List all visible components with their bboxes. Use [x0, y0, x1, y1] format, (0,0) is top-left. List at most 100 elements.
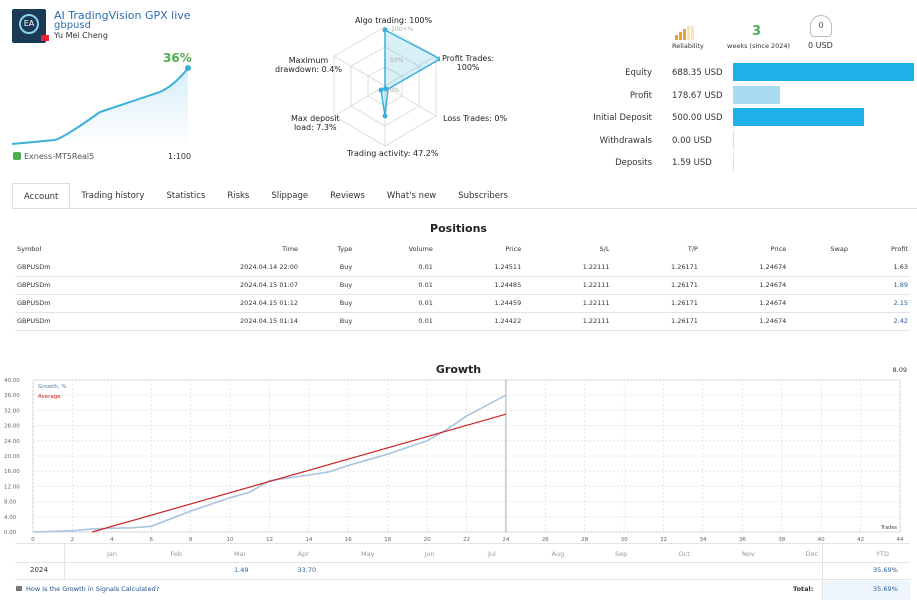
table-cell: 1.22111 — [582, 317, 610, 325]
column-header[interactable]: Price — [770, 245, 787, 253]
x-tick-label: 22 — [463, 537, 470, 543]
subscribers-usd: 0 USD — [808, 41, 833, 50]
table-cell: 0.01 — [418, 317, 433, 325]
column-header[interactable]: T/P — [687, 245, 698, 253]
y-tick-label: 16.00 — [4, 469, 20, 475]
table-cell: 1.22111 — [582, 262, 610, 271]
radar-scale-100: 100+% — [391, 26, 414, 33]
summary-bar — [733, 130, 734, 149]
x-tick-label: 24 — [502, 537, 509, 543]
table-row: GBPUSDm 2024.04.15 01:07 Buy 0.01 1.24485 1.2… — [15, 276, 910, 294]
summary-bar — [733, 85, 781, 104]
summary-label: Profit — [629, 90, 652, 101]
table-cell: Buy — [339, 262, 353, 271]
month-header: Dec — [805, 550, 819, 558]
summary-value: 500.00 USD — [672, 113, 723, 123]
tab-slippage[interactable]: Slippage — [271, 191, 309, 201]
table-cell: 1.24459 — [494, 299, 522, 307]
x-tick-label: 4 — [110, 537, 114, 543]
tab-trading-history[interactable]: Trading history — [81, 191, 145, 201]
column-header[interactable]: Profit — [891, 245, 908, 253]
subscribers-icon: 0 — [810, 15, 832, 37]
signal-title[interactable]: AI TradingVision GPX live — [54, 9, 191, 22]
table-cell: 1.22111 — [582, 299, 610, 307]
positions-title: Positions — [430, 222, 487, 235]
legend-entry: Average — [38, 394, 61, 400]
radar-drawdown-label: Maximum — [288, 56, 329, 65]
x-tick-label: 16 — [345, 537, 352, 543]
radar-profit-trades-value: 100% — [456, 63, 480, 72]
ea-logo: EA — [19, 14, 39, 34]
radar-profit-trades-label: Profit Trades: — [442, 54, 495, 63]
broker-server[interactable]: Exness-MT5Real5 — [24, 152, 95, 161]
table-cell: 1.26171 — [671, 299, 698, 307]
author-name[interactable]: Yu Mei Cheng — [54, 31, 108, 40]
tab-risks[interactable]: Risks — [227, 191, 250, 201]
month-header: Mar — [234, 550, 247, 558]
table-cell: 1.24674 — [759, 299, 787, 307]
summary-label: Initial Deposit — [593, 113, 652, 123]
column-header[interactable]: Volume — [408, 245, 433, 253]
tab-reviews[interactable]: Reviews — [330, 191, 365, 201]
tab-what-s-new[interactable]: What's new — [386, 191, 437, 201]
month-value: 33.70 — [297, 566, 317, 574]
table-row: GBPUSDm 2024.04.15 01:12 Buy 0.01 1.24459 1.2… — [15, 294, 910, 312]
table-cell: 2024.04.15 01:14 — [240, 317, 299, 325]
column-header[interactable]: Swap — [830, 245, 848, 253]
column-header[interactable]: Type — [337, 245, 353, 253]
column-header[interactable]: Symbol — [17, 245, 42, 253]
radar-deposit-load-label: Max deposit — [291, 114, 340, 123]
summary-label: Equity — [625, 68, 652, 78]
y-tick-label: 8.00 — [4, 500, 17, 506]
month-header: Aug — [551, 550, 565, 558]
x-tick-label: 36 — [739, 537, 746, 543]
column-header[interactable]: Time — [282, 245, 299, 253]
table-cell: 2024.04.14 22:00 — [240, 262, 299, 271]
radar-profit-trades: Profit Trades: 100% — [442, 54, 494, 72]
x-tick-label: 14 — [305, 537, 312, 543]
x-tick-label: 8 — [189, 537, 193, 543]
table-cell: 0.01 — [418, 262, 433, 271]
weeks-count: 3 — [752, 24, 762, 39]
month-header: Sep — [615, 550, 628, 558]
table-cell: 2.15 — [893, 299, 908, 307]
total-value: 35.69% — [873, 585, 898, 593]
table-cell: 1.26171 — [671, 262, 698, 271]
tab-subscribers[interactable]: Subscribers — [458, 191, 508, 201]
y-tick-label: 24.00 — [4, 439, 20, 445]
table-cell: 1.22111 — [582, 281, 610, 289]
month-header: Jul — [488, 550, 496, 558]
summary-label: Withdrawals — [599, 135, 652, 146]
x-tick-label: 2 — [71, 537, 75, 543]
table-cell — [788, 312, 850, 330]
column-header[interactable]: S/L — [599, 245, 610, 253]
table-cell: Buy — [339, 317, 353, 325]
reliability-label: Reliability — [672, 42, 704, 50]
table-cell: 1.26171 — [671, 317, 698, 325]
table-row: GBPUSDm 2024.04.15 01:14 Buy 0.01 1.24422 1.2… — [15, 312, 910, 330]
table-cell — [788, 258, 850, 276]
subscribers-count: 0 — [818, 21, 824, 30]
growth-help-link[interactable]: How is the Growth in Signals Calculated? — [26, 585, 160, 593]
x-tick-label: 26 — [542, 537, 549, 543]
table-row: GBPUSDm 2024.04.14 22:00 Buy 0.01 1.24511 1.2… — [15, 258, 910, 276]
y-tick-label: 4.00 — [4, 515, 17, 521]
flag-icon — [41, 35, 49, 41]
radar-deposit-load-value: load: 7.3% — [293, 123, 337, 132]
table-cell: 2024.04.15 01:07 — [240, 281, 299, 289]
table-cell: 1.24485 — [494, 281, 522, 289]
year-ytd-value: 35.69% — [873, 566, 898, 574]
radar-trading-activity: Trading activity: 47.2% — [347, 149, 439, 158]
tab-account[interactable]: Account — [12, 183, 71, 208]
tab-bar: Account Trading history Statistics Risks Sli… — [12, 183, 917, 209]
y-tick-label: 28.00 — [4, 424, 20, 430]
table-cell: 1.63 — [893, 262, 908, 271]
x-tick-label: 12 — [266, 537, 273, 543]
summary-bar — [733, 153, 734, 171]
tab-statistics[interactable]: Statistics — [166, 191, 206, 201]
month-header: Apr — [297, 550, 309, 558]
month-header: Jan — [107, 550, 118, 558]
summary-value: 1.59 USD — [672, 158, 712, 168]
column-header[interactable]: Price — [505, 245, 522, 253]
x-tick-label: 28 — [581, 537, 588, 543]
